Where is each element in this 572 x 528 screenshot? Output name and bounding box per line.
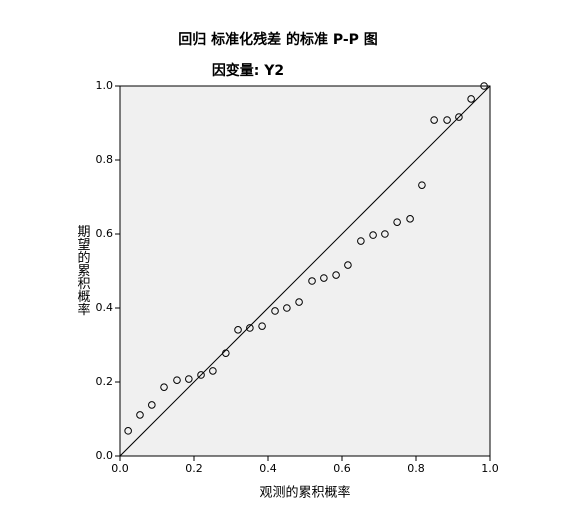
point	[283, 304, 291, 312]
point	[160, 383, 168, 391]
x-tick-label: 0.6	[333, 462, 351, 475]
point	[185, 375, 193, 383]
x-tick-label: 0.4	[259, 462, 277, 475]
point	[258, 322, 266, 330]
plot-frame	[119, 85, 491, 457]
point	[357, 237, 365, 245]
point	[271, 307, 279, 315]
point	[369, 231, 377, 239]
y-tick-label: 0.6	[96, 227, 114, 240]
point	[173, 376, 181, 384]
point	[308, 277, 316, 285]
point	[124, 427, 132, 435]
point	[234, 326, 242, 334]
point	[320, 274, 328, 282]
point	[406, 215, 414, 223]
point	[197, 371, 205, 379]
y-tick-label: 0.4	[96, 301, 114, 314]
point	[246, 324, 254, 332]
point	[136, 411, 144, 419]
chart-title: 回归 标准化残差 的标准 P-P 图	[178, 31, 378, 48]
point	[418, 181, 426, 189]
x-tick-label: 1.0	[481, 462, 499, 475]
reference-line	[119, 85, 491, 457]
point	[148, 401, 156, 409]
x-axis-label: 观测的累积概率	[259, 485, 350, 501]
point	[295, 298, 303, 306]
point	[430, 116, 438, 124]
point	[222, 349, 230, 357]
x-tick-label: 0.0	[111, 462, 129, 475]
point	[467, 95, 475, 103]
point	[381, 230, 389, 238]
point	[443, 116, 451, 124]
chart-subtitle: 因变量: Y2	[212, 62, 284, 79]
point	[344, 261, 352, 269]
y-tick-label: 0.8	[96, 153, 114, 166]
point	[393, 218, 401, 226]
point	[332, 271, 340, 279]
x-tick-label: 0.2	[185, 462, 203, 475]
y-axis-label: 期望的累积概率	[75, 225, 91, 316]
y-tick-label: 1.0	[96, 79, 114, 92]
y-tick-label: 0.0	[96, 449, 114, 462]
point	[455, 113, 463, 121]
point	[209, 367, 217, 375]
x-tick-label: 0.8	[407, 462, 425, 475]
y-tick-label: 0.2	[96, 375, 114, 388]
